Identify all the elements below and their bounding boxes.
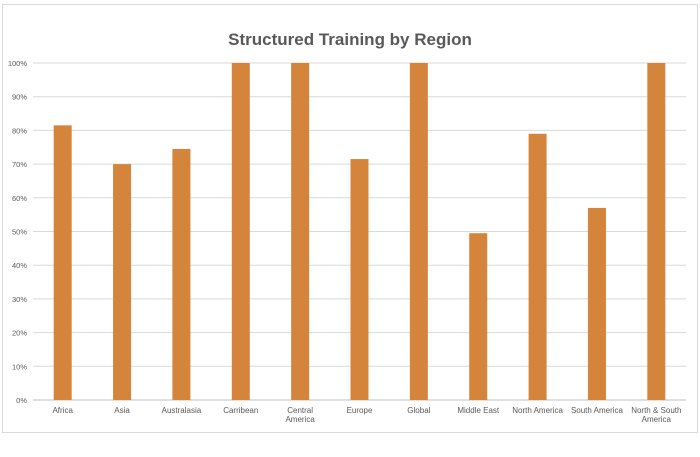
x-tick-label: Europe xyxy=(347,406,373,415)
bar xyxy=(587,207,606,400)
x-tick-label: North & South America xyxy=(631,406,681,424)
x-tick-label: Central America xyxy=(285,406,315,424)
x-tick-label: Asia xyxy=(114,406,130,415)
y-tick-label: 60% xyxy=(12,194,27,203)
x-tick-label: Australasia xyxy=(162,406,202,415)
x-tick-label: Africa xyxy=(52,406,73,415)
bar xyxy=(469,233,488,400)
x-tick-label: South America xyxy=(571,406,624,415)
y-axis-ticks: 0% 10% 20% 30% 40% 50% 60% 70% 80% 90% 100% xyxy=(8,59,28,405)
y-tick-label: 0% xyxy=(16,396,27,405)
bar xyxy=(291,63,310,400)
bar xyxy=(409,63,428,400)
bar xyxy=(647,63,666,400)
bar xyxy=(53,125,72,400)
y-tick-label: 80% xyxy=(12,126,27,135)
y-tick-label: 40% xyxy=(12,261,27,270)
bar xyxy=(113,164,132,400)
y-tick-label: 70% xyxy=(12,160,27,169)
y-tick-label: 30% xyxy=(12,295,27,304)
x-tick-label: Global xyxy=(407,406,430,415)
x-axis-ticks: Africa Asia Australasia Carribean Central Ame… xyxy=(52,406,681,424)
bar xyxy=(528,133,547,400)
y-tick-label: 10% xyxy=(12,362,27,371)
x-tick-label: Carribean xyxy=(223,406,258,415)
y-tick-label: 100% xyxy=(8,59,28,68)
bar xyxy=(350,159,369,400)
x-tick-label: North America xyxy=(512,406,563,415)
x-tick-label: Middle East xyxy=(457,406,500,415)
chart-title: Structured Training by Region xyxy=(228,30,472,49)
y-tick-label: 20% xyxy=(12,329,27,338)
bars xyxy=(53,63,666,400)
bar xyxy=(172,148,191,400)
y-tick-label: 50% xyxy=(12,228,27,237)
bar xyxy=(231,63,250,400)
y-tick-label: 90% xyxy=(12,93,27,102)
